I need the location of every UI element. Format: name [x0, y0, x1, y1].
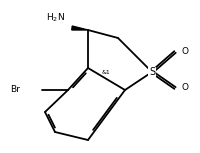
Text: &1: &1	[102, 70, 111, 75]
Text: Br: Br	[10, 86, 20, 95]
Text: O: O	[182, 84, 189, 93]
Polygon shape	[72, 26, 88, 30]
Text: S: S	[149, 67, 155, 77]
Text: H$_2$N: H$_2$N	[46, 12, 65, 24]
Text: O: O	[182, 47, 189, 56]
